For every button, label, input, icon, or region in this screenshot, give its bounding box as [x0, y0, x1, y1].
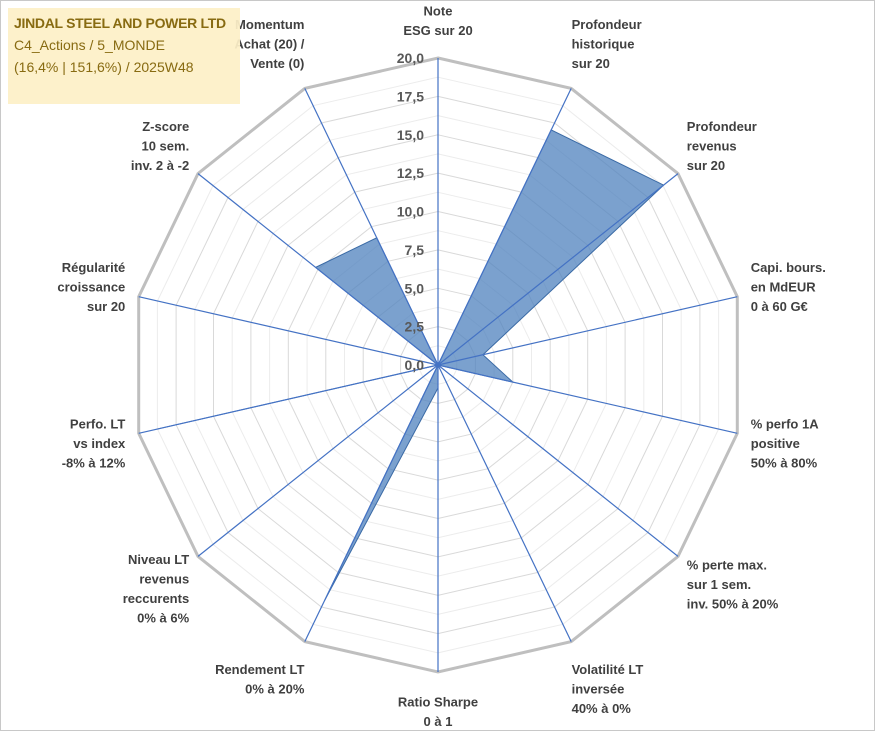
- category-label: % perfo 1A positive 50% à 80%: [751, 417, 820, 471]
- axis-spoke: [437, 88, 572, 366]
- radar-spokes: [138, 58, 738, 672]
- tick-label: 2,5: [405, 319, 425, 335]
- chart-title-box: JINDAL STEEL AND POWER LTD C4_Actions / …: [8, 8, 240, 104]
- category-label: Ratio Sharpe 0 à 1: [398, 695, 478, 730]
- tick-label: 5,0: [405, 280, 425, 296]
- category-label: Momentum Achat (20) / Vente (0): [234, 17, 304, 71]
- performance-period: (16,4% | 151,6%) / 2025W48: [14, 59, 194, 75]
- tick-label: 12,5: [397, 165, 424, 181]
- axis-spoke: [304, 88, 439, 366]
- category-label: Capi. bours. en MdEUR 0 à 60 G€: [751, 260, 826, 314]
- axis-spoke: [304, 364, 439, 642]
- tick-labels: 0,0 2,5 5,0 7,5 10,0 12,5 15,0 17,5 20,0: [397, 50, 424, 373]
- fund-category: C4_Actions / 5_MONDE: [14, 37, 165, 53]
- category-label: Régularité croissance sur 20: [57, 260, 125, 314]
- category-labels: Note ESG sur 20 Profondeur historique sur 20…: [57, 4, 826, 730]
- category-label: Niveau LT revenus reccurents 0% à 6%: [123, 552, 190, 626]
- category-label: Note ESG sur 20: [403, 4, 472, 39]
- category-label: Rendement LT 0% à 20%: [215, 662, 305, 697]
- axis-spoke: [437, 173, 679, 366]
- axis-spoke: [197, 364, 439, 557]
- tick-label: 17,5: [397, 88, 424, 104]
- tick-label: 15,0: [397, 127, 424, 143]
- axis-spoke: [437, 364, 679, 557]
- tick-label: 0,0: [405, 357, 425, 373]
- axis-spoke: [197, 173, 439, 366]
- category-label: Volatilité LT inversée 40% à 0%: [572, 662, 644, 716]
- company-name: JINDAL STEEL AND POWER LTD: [14, 15, 226, 31]
- axis-spoke: [437, 296, 738, 366]
- category-label: % perte max. sur 1 sem. inv. 50% à 20%: [687, 558, 779, 612]
- axis-spoke: [437, 364, 572, 642]
- category-label: Z-score 10 sem. inv. 2 à -2: [131, 119, 189, 173]
- axis-spoke: [138, 364, 439, 434]
- tick-label: 7,5: [405, 242, 425, 258]
- category-label: Profondeur historique sur 20: [572, 17, 642, 71]
- axis-spoke: [138, 296, 439, 366]
- category-label: Profondeur revenus sur 20: [687, 119, 757, 173]
- tick-label: 20,0: [397, 50, 424, 66]
- category-label: Perfo. LT vs index -8% à 12%: [62, 417, 126, 471]
- axis-spoke: [437, 364, 738, 434]
- tick-label: 10,0: [397, 204, 424, 220]
